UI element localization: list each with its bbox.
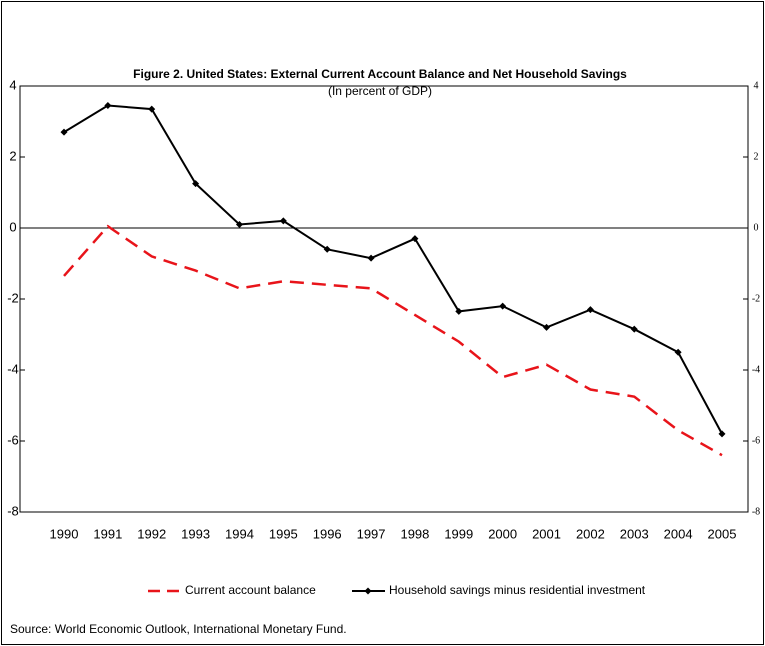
y2-tick-label: -8 (752, 506, 760, 517)
point (718, 430, 726, 438)
x-tick-label: 2004 (664, 526, 693, 541)
point (499, 302, 507, 310)
legend-label: Current account balance (185, 583, 316, 597)
x-tick-label: 1999 (444, 526, 473, 541)
x-tick-label: 2005 (708, 526, 737, 541)
point (367, 254, 375, 262)
y2-tick-label: -2 (752, 293, 760, 304)
point (543, 323, 551, 331)
plot-area (19, 85, 749, 513)
y2-tick-label: 0 (754, 222, 759, 233)
x-tick-label: 2001 (532, 526, 561, 541)
point (235, 220, 243, 228)
y-tick-label: 2 (9, 148, 16, 163)
x-tick-label: 1997 (357, 526, 386, 541)
point (148, 105, 156, 113)
point (60, 128, 68, 136)
x-tick-label: 1994 (225, 526, 254, 541)
legend-label: Household savings minus residential inve… (389, 583, 646, 597)
y2-tick-label: -6 (752, 435, 760, 446)
point (104, 102, 112, 110)
x-tick-label: 1996 (313, 526, 342, 541)
point (279, 217, 287, 225)
point (630, 325, 638, 333)
legend-marker (364, 587, 372, 595)
series-line (63, 224, 723, 457)
y2-tick-label: -4 (752, 364, 760, 375)
y-tick-label: -4 (7, 361, 19, 376)
y-tick-label: 4 (9, 77, 16, 92)
x-tick-label: 2002 (576, 526, 605, 541)
y-tick-label: 0 (9, 219, 16, 234)
source: Source: World Economic Outlook, Internat… (10, 622, 347, 636)
point (674, 348, 682, 356)
y2-tick-label: 2 (754, 151, 759, 162)
y-tick-label: -8 (7, 503, 19, 518)
x-tick-label: 1993 (181, 526, 210, 541)
x-tick-label: 2000 (488, 526, 517, 541)
x-tick-label: 1995 (269, 526, 298, 541)
point (192, 180, 200, 188)
y2-tick-label: 4 (754, 80, 759, 91)
x-tick-label: 2003 (620, 526, 649, 541)
x-tick-label: 1990 (50, 526, 79, 541)
point (323, 245, 331, 253)
y-tick-label: -2 (7, 290, 19, 305)
chart-title: Figure 2. United States: External Curren… (133, 67, 627, 81)
point (455, 307, 463, 315)
point (586, 306, 594, 314)
point (411, 235, 419, 243)
x-tick-label: 1992 (137, 526, 166, 541)
x-tick-label: 1998 (400, 526, 429, 541)
y-tick-label: -6 (7, 432, 19, 447)
chart-subtitle: (In percent of GDP) (328, 84, 432, 98)
series-line (63, 104, 723, 435)
x-tick-label: 1991 (93, 526, 122, 541)
